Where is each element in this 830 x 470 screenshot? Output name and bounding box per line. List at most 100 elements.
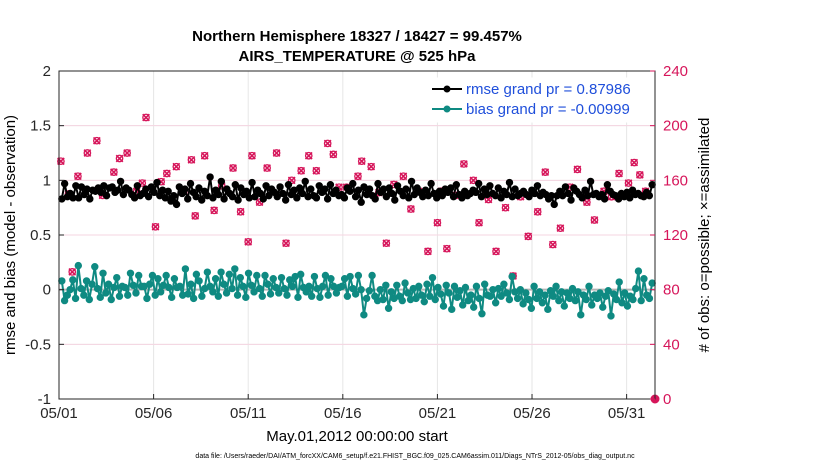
obs-assimilated-marker: [357, 157, 366, 166]
bias-point: [362, 294, 371, 303]
bias-point: [104, 280, 113, 288]
obs-possible-marker: [304, 151, 313, 160]
bias-point: [74, 261, 83, 270]
rmse-point: [170, 191, 178, 200]
bias-point: [253, 271, 261, 280]
rmse-point: [86, 195, 94, 203]
rmse-point: [198, 196, 206, 204]
bias-point: [415, 282, 423, 291]
obs-possible-marker: [556, 224, 565, 233]
bias-point: [277, 273, 286, 282]
y-left-tick-label: 2: [43, 63, 51, 80]
bias-point: [453, 293, 461, 302]
bias-point: [148, 271, 157, 280]
rmse-point: [97, 188, 105, 197]
obs-assimilated-marker: [115, 154, 124, 163]
rmse-point: [533, 182, 542, 190]
rmse-point: [382, 193, 391, 201]
bias-point: [568, 284, 577, 293]
bias-point: [461, 283, 470, 292]
legend-box: [427, 77, 654, 123]
bias-point: [538, 299, 547, 307]
bias-point: [560, 302, 568, 310]
bias-point: [382, 281, 390, 289]
rmse-point: [164, 187, 172, 195]
bias-point: [513, 294, 522, 303]
x-tick-label: 05/21: [419, 405, 457, 422]
bias-point: [527, 304, 536, 312]
obs-assimilated-marker: [630, 158, 639, 167]
bias-point: [113, 273, 121, 282]
rmse-point: [365, 185, 374, 193]
obs-possible-marker: [263, 164, 271, 172]
bias-point: [338, 282, 346, 291]
bias-point: [612, 295, 621, 304]
bias-point: [426, 292, 434, 300]
bias-point: [184, 290, 192, 298]
bias-point: [82, 277, 91, 285]
rmse-point: [181, 185, 189, 193]
bias-point: [634, 267, 643, 275]
bias-point: [129, 281, 137, 289]
bias-point: [541, 291, 549, 299]
rmse-point: [172, 200, 181, 209]
bias-point: [354, 271, 363, 280]
rmse-point: [550, 200, 558, 209]
obs-possible-marker: [282, 239, 290, 248]
bias-point: [571, 296, 579, 305]
obs-assimilated-marker: [200, 151, 209, 160]
rmse-point: [192, 193, 200, 201]
rmse-point: [144, 193, 153, 201]
bias-point: [645, 294, 654, 303]
bias-point: [167, 293, 176, 302]
y-right-tick-label: 40: [663, 336, 680, 353]
bias-point: [71, 294, 80, 303]
obs-assimilated-marker: [524, 232, 533, 241]
bias-point: [126, 269, 135, 277]
bias-point: [264, 280, 272, 288]
y-right-tick-label: 240: [663, 63, 688, 80]
obs-possible-marker: [475, 218, 483, 227]
legend-rmse-marker: [443, 85, 451, 93]
obs-assimilated-marker: [229, 164, 237, 172]
rmse-point: [209, 194, 217, 202]
x-tick-label: 05/11: [230, 405, 266, 422]
obs-possible-marker: [123, 149, 131, 157]
bias-point: [500, 280, 508, 288]
bias-point: [280, 284, 288, 293]
y-right-tick-label: 80: [663, 282, 680, 299]
rmse-point: [391, 196, 399, 204]
rmse-point: [161, 194, 170, 202]
rmse-point: [497, 194, 505, 202]
bias-point: [203, 268, 212, 276]
obs-assimilated-marker: [443, 244, 451, 253]
bias-point: [165, 283, 173, 292]
bias-point: [324, 291, 332, 299]
rmse-point: [346, 187, 354, 195]
obs-assimilated-marker: [556, 224, 565, 233]
rmse-point: [603, 181, 612, 189]
bias-point: [502, 289, 511, 297]
rmse-point: [472, 188, 480, 197]
bias-point: [154, 275, 162, 283]
bias-point: [445, 289, 453, 297]
obs-possible-marker: [323, 139, 332, 148]
rmse-point: [402, 185, 410, 193]
bias-point: [544, 305, 552, 314]
rmse-point: [220, 195, 228, 203]
bias-point: [640, 275, 648, 283]
rmse-point: [452, 181, 461, 189]
rmse-point: [119, 190, 128, 199]
bias-point: [530, 282, 538, 291]
y-right-tick-label: 200: [663, 118, 688, 135]
bias-point: [275, 289, 283, 297]
bias-point: [110, 283, 118, 292]
bias-point: [497, 292, 505, 300]
obs-possible-marker: [115, 154, 124, 163]
y-left-tick-label: 1: [43, 172, 51, 189]
bias-point: [412, 294, 420, 303]
obs-assimilated-marker: [282, 239, 290, 248]
bias-point: [459, 301, 467, 309]
bias-point: [132, 289, 140, 297]
bias-point: [283, 291, 291, 299]
